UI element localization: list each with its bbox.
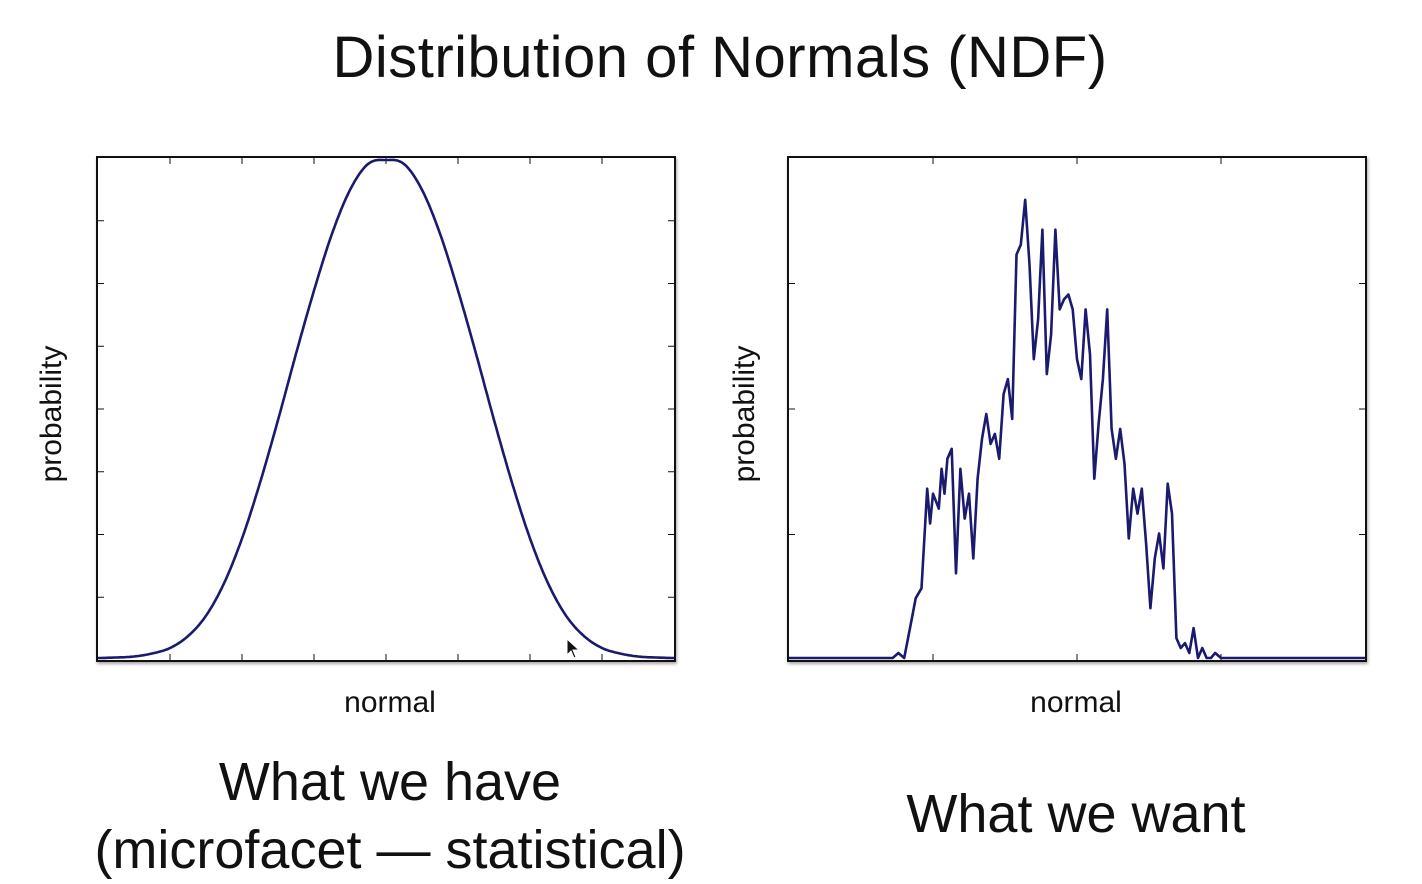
chart-right-xlabel: normal <box>1030 686 1122 719</box>
chart-left-xlabel: normal <box>344 686 436 719</box>
chart-right-series-line-0 <box>789 198 1365 660</box>
caption-right: What we want <box>906 784 1246 844</box>
caption-left-line1: What we have <box>218 752 562 812</box>
chart-right-plot <box>789 158 1365 660</box>
chart-right-ylabel: probability <box>728 345 761 483</box>
mouse-cursor-icon <box>566 638 581 659</box>
chart-left-ylabel: probability <box>35 345 68 483</box>
caption-left-line2: (microfacet — statistical) <box>94 820 686 880</box>
slide-title: Distribution of Normals (NDF) <box>332 25 1108 90</box>
chart-left-plot <box>98 158 674 660</box>
chart-left-series-line-0 <box>98 158 674 660</box>
chart-right-frame <box>787 156 1367 662</box>
chart-left-frame <box>96 156 676 662</box>
